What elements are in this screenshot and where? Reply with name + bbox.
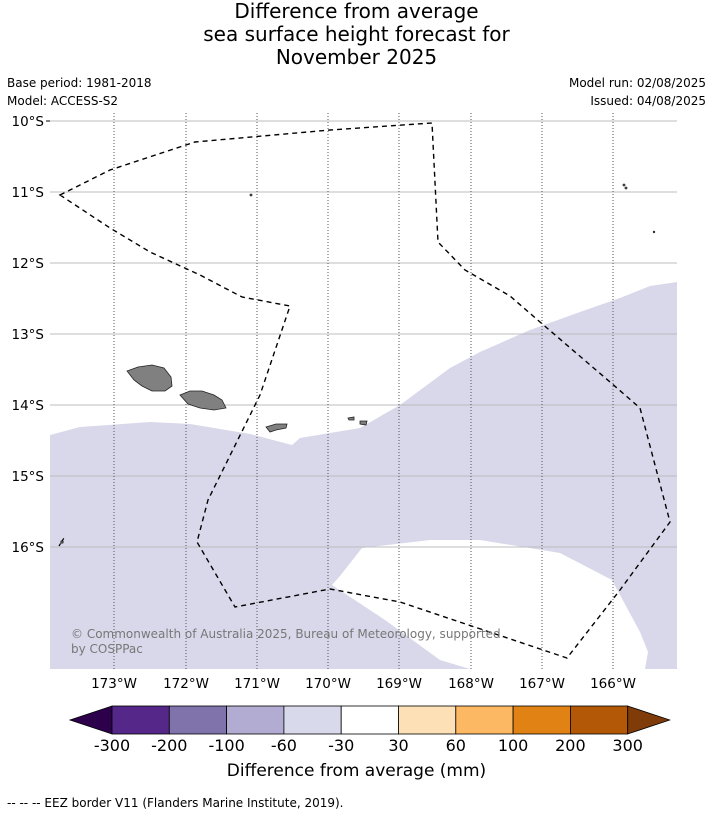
colorbar-tick-label: -200	[151, 736, 187, 755]
meta-right: Model run: 02/08/2025 Issued: 04/08/2025	[569, 74, 706, 110]
lon-label: 170°W	[305, 676, 351, 692]
islet-northeast-b	[624, 186, 628, 190]
copyright-line-1: © Commonwealth of Australia 2025, Bureau…	[71, 627, 501, 641]
latitude-labels: 10°S 11°S 12°S 13°S 14°S 15°S 16°S	[12, 114, 50, 556]
colorbar-segment	[455, 705, 514, 735]
base-period-text: Base period: 1981-2018	[7, 76, 152, 90]
colorbar-tick-label: 30	[388, 736, 408, 755]
colorbar-segment	[168, 705, 228, 735]
colorbar-tick-label: 60	[446, 736, 466, 755]
colorbar-label: Difference from average (mm)	[226, 761, 487, 781]
lat-label: 14°S	[12, 398, 45, 414]
islet-northeast-a	[622, 183, 626, 187]
islet-east	[652, 230, 656, 234]
model-text: Model: ACCESS-S2	[7, 94, 119, 108]
map-title: Difference from average sea surface heig…	[0, 0, 713, 69]
colorbar-tick-label: 300	[612, 736, 643, 755]
colorbar-segment	[111, 705, 170, 735]
colorbar-segment	[226, 705, 285, 735]
eez-footnote: -- -- -- EEZ border V11 (Flanders Marine…	[7, 796, 344, 810]
lon-label: 171°W	[234, 676, 280, 692]
colorbar-tick-label: -60	[271, 736, 297, 755]
lon-label: 167°W	[519, 676, 565, 692]
colorbar-tick-label: -300	[94, 736, 130, 755]
island-upolu	[179, 390, 227, 411]
lat-label: 16°S	[12, 540, 45, 556]
lat-label: 10°S	[12, 114, 45, 130]
title-line-2: sea surface height forecast for	[203, 22, 510, 46]
model-run-text: Model run: 02/08/2025	[568, 76, 706, 90]
colorbar-extend-max	[627, 705, 671, 735]
islet-swains	[249, 193, 253, 197]
colorbar-segment	[512, 705, 571, 735]
meta-left: Base period: 1981-2018 Model: ACCESS-S2	[7, 74, 152, 110]
colorbar-extend-min	[68, 705, 113, 735]
lon-label: 169°W	[376, 676, 422, 692]
colorbar-tick-label: 100	[498, 736, 529, 755]
map-plot-area	[50, 113, 677, 669]
colorbar-segment	[340, 705, 399, 735]
eez-border-west-fragment	[58, 537, 65, 547]
lon-label: 168°W	[448, 676, 494, 692]
copyright-notice: © Commonwealth of Australia 2025, Bureau…	[71, 627, 501, 656]
colorbar-segment	[398, 705, 457, 735]
issued-text: Issued: 04/08/2025	[590, 94, 706, 108]
colorbar-tick-label: 200	[555, 736, 586, 755]
lat-label: 15°S	[12, 469, 45, 485]
title-line-1: Difference from average	[234, 0, 479, 23]
longitude-labels: 173°W 172°W 171°W 170°W 169°W 168°W 167°…	[91, 676, 636, 692]
title-line-3: November 2025	[275, 45, 438, 69]
colorbar-segment	[570, 705, 629, 735]
colorbar: -300 -200 -100 -60 -30 30 60 100 200 300	[68, 705, 671, 755]
island-tutuila	[265, 423, 288, 433]
grid-lines	[50, 120, 677, 548]
lon-label: 173°W	[91, 676, 137, 692]
lat-label: 12°S	[12, 256, 45, 272]
lon-label: 166°W	[590, 676, 636, 692]
eez-border	[58, 122, 671, 659]
colorbar-tick-label: -30	[328, 736, 354, 755]
island-ofu	[347, 416, 355, 421]
lat-label: 13°S	[12, 327, 45, 343]
island-tau	[359, 420, 368, 426]
colorbar-segment	[283, 705, 342, 735]
copyright-line-2: by COSPPac	[71, 642, 143, 656]
colorbar-tick-label: -100	[208, 736, 244, 755]
lat-label: 11°S	[12, 185, 45, 201]
island-savaii	[126, 364, 173, 392]
lon-label: 172°W	[163, 676, 209, 692]
land-masses	[60, 183, 656, 544]
islet-west	[60, 540, 64, 544]
